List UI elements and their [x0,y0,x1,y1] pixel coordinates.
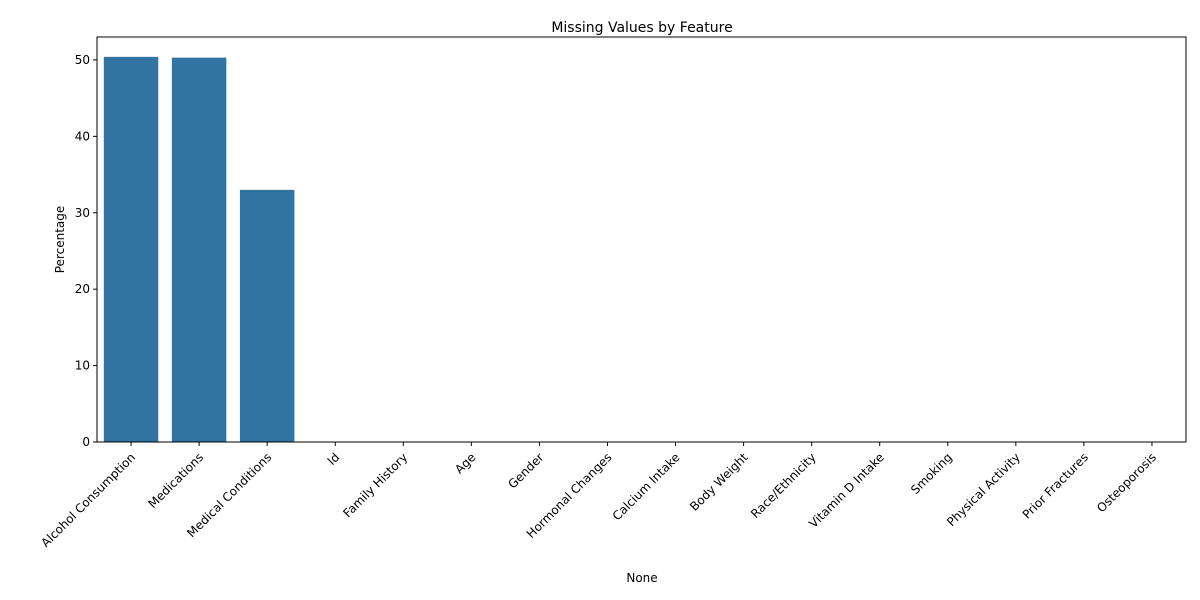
x-tick-label: Gender [505,450,546,491]
x-tick-label: Vitamin D Intake [806,450,887,531]
plot-frame [96,36,1187,443]
x-tick-label: Alcohol Consumption [38,450,138,550]
x-tick-label: Race/Ethnicity [748,450,819,521]
y-axis-label: Percentage [53,206,67,274]
x-tick-label: Age [452,450,478,476]
x-tick-label: Smoking [908,450,955,497]
y-tick-label: 10 [75,359,90,373]
y-axis: 0 10 20 30 40 50 [75,53,97,449]
x-tick-label: Id [325,450,343,468]
x-tick-label: Calcium Intake [610,450,683,523]
x-axis-label: None [626,571,657,585]
x-tick-label: Physical Activity [944,450,1023,529]
x-tick-label: Osteoporosis [1094,450,1159,515]
x-tick-label: Family History [340,450,410,520]
y-tick-label: 30 [75,206,90,220]
x-tick-label: Medications [145,450,206,511]
chart-title: Missing Values by Feature [551,20,732,36]
x-tick-label: Body Weight [687,450,751,514]
y-tick-label: 50 [75,53,90,67]
y-tick-label: 0 [82,435,90,449]
bar-medications [171,57,227,442]
bar-alcohol-consumption [103,56,159,443]
y-tick-label: 40 [75,129,90,143]
bar-medical-conditions [239,189,295,442]
x-tick-label: Prior Fractures [1020,450,1091,521]
bars-group [103,56,295,443]
y-tick-label: 20 [75,282,90,296]
